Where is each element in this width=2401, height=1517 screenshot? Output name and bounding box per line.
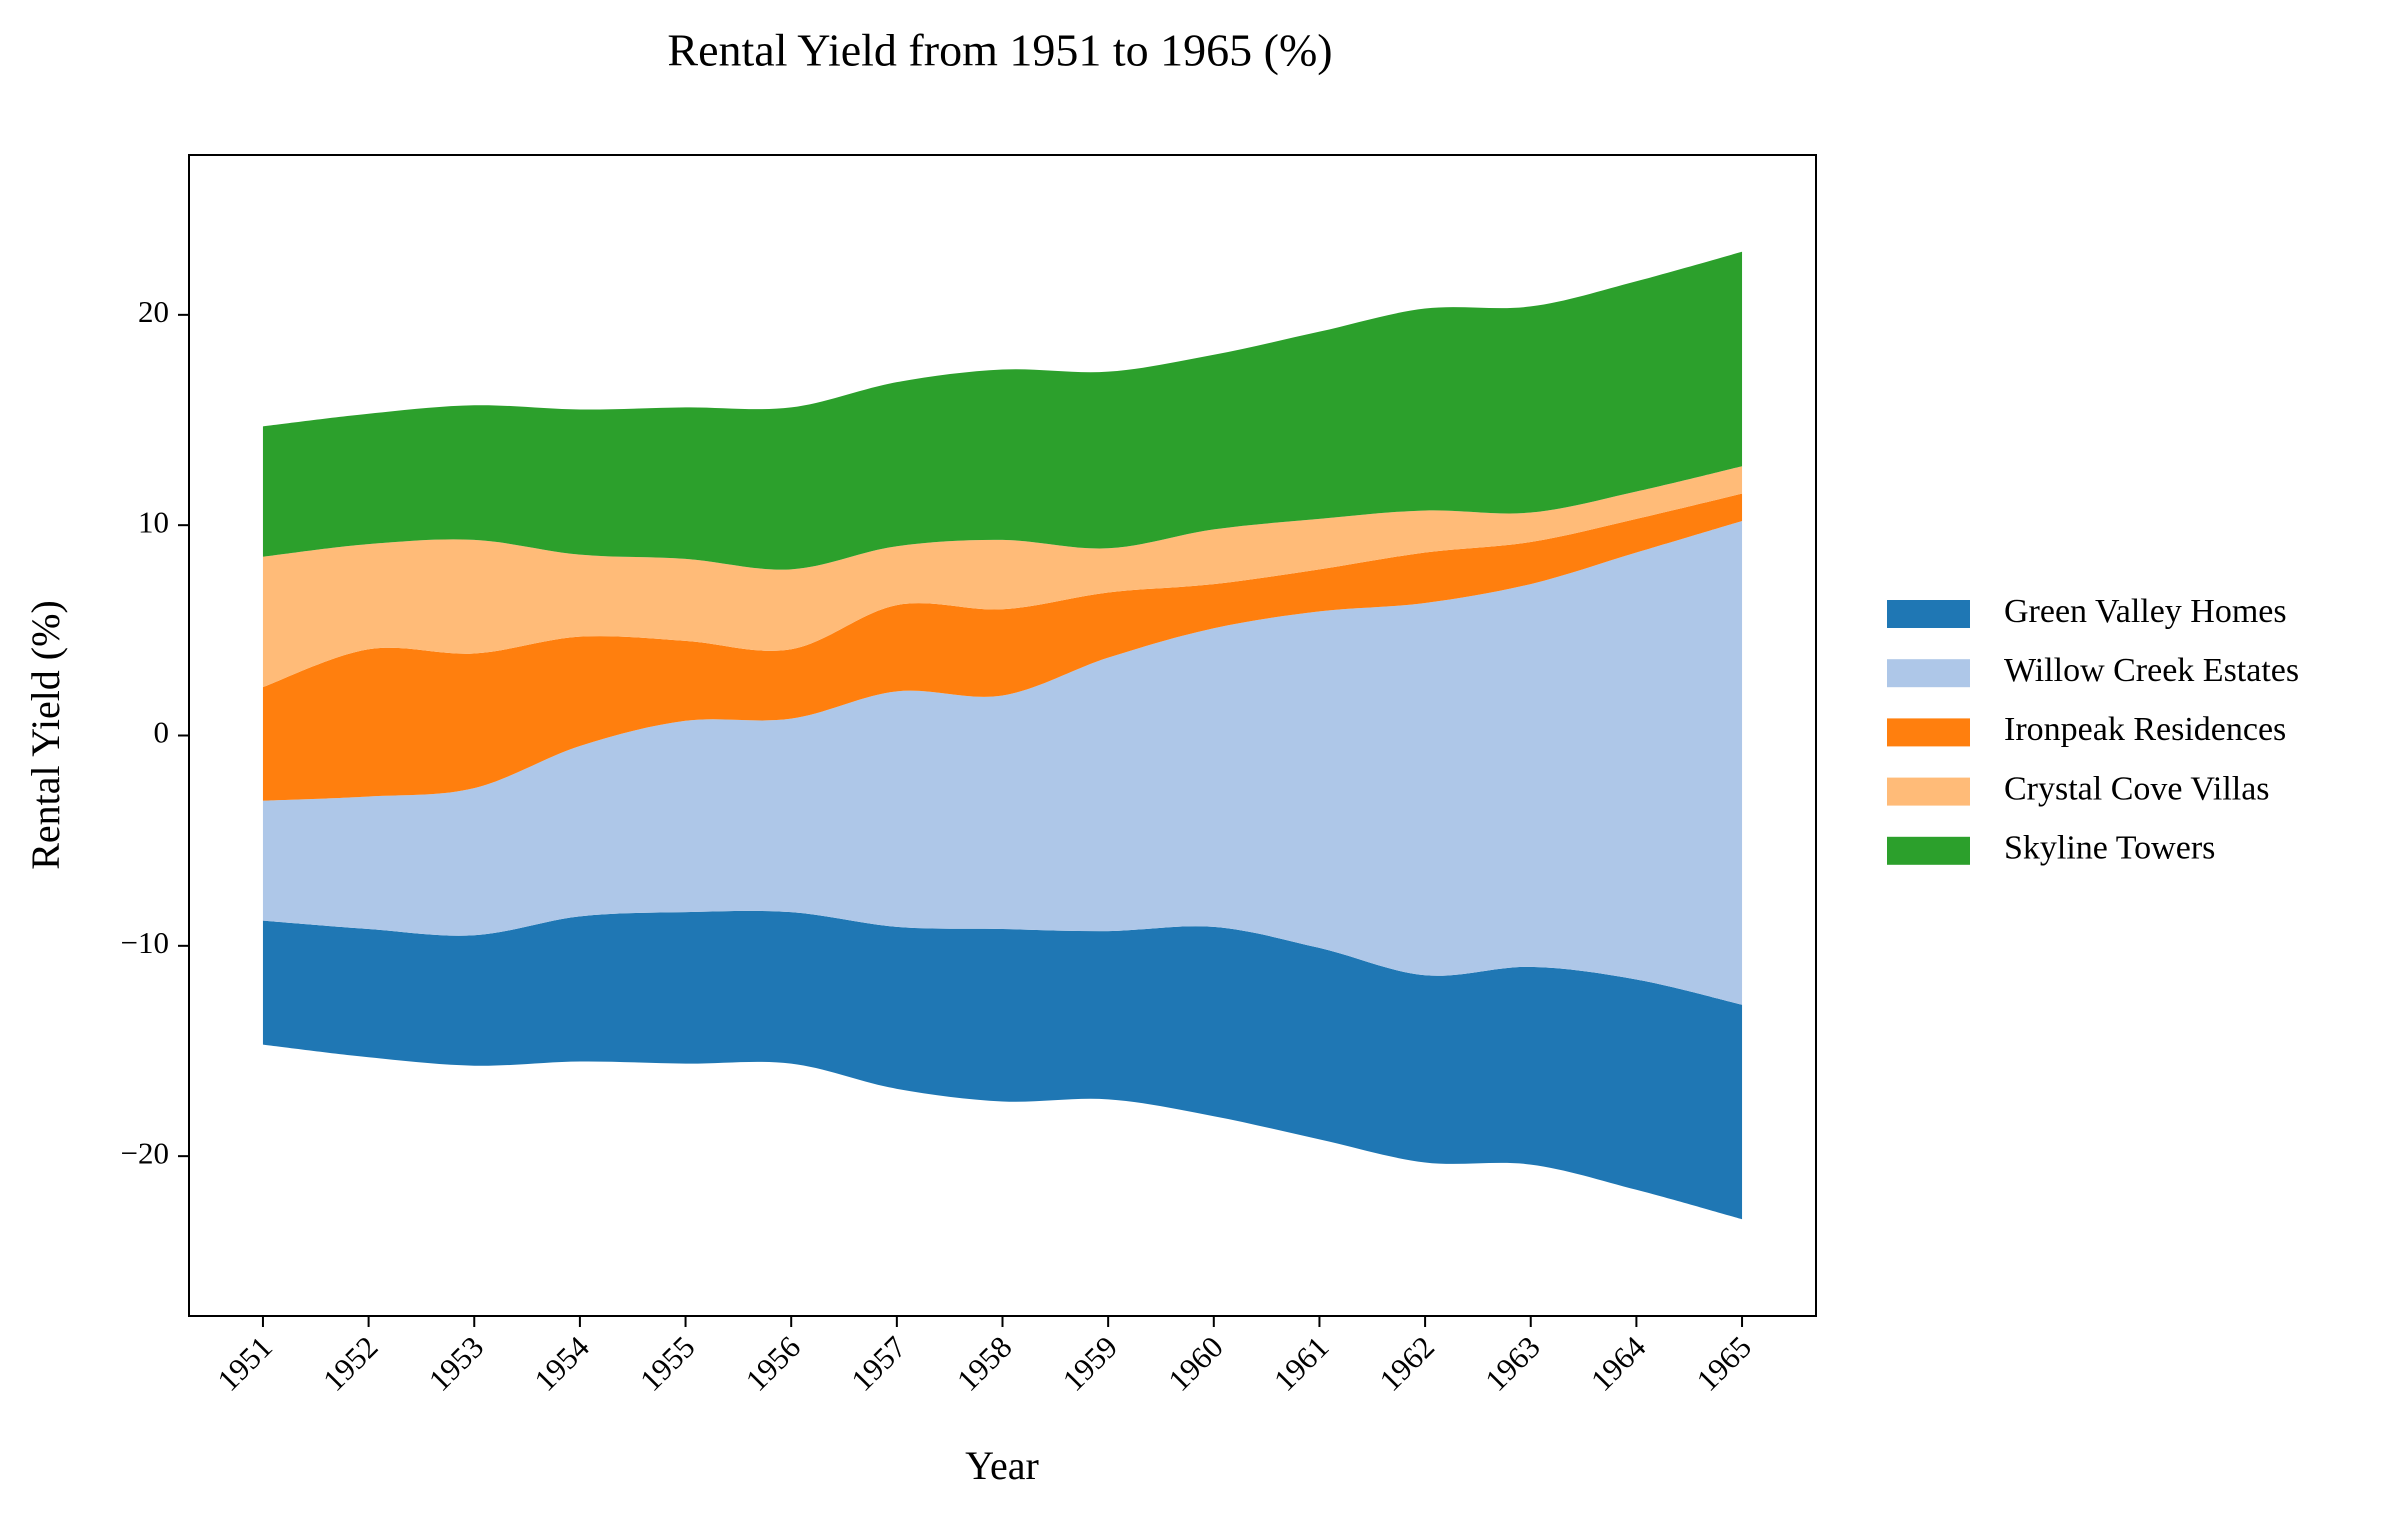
- x-tick-label: 1960: [1161, 1329, 1230, 1398]
- x-tick-label: 1962: [1372, 1329, 1441, 1398]
- stream-area: [262, 466, 1743, 688]
- x-tick-label: 1956: [739, 1329, 808, 1398]
- x-tick-label: 1952: [316, 1329, 385, 1398]
- x-axis-label: Year: [965, 1443, 1039, 1488]
- legend-label: Crystal Cove Villas: [2004, 770, 2270, 807]
- y-tick-label: 10: [138, 504, 169, 539]
- stream-area: [262, 493, 1743, 801]
- legend-label: Green Valley Homes: [2004, 593, 2287, 630]
- x-tick-label: 1951: [210, 1329, 279, 1398]
- legend-swatch: [1887, 600, 1970, 628]
- y-tick-label: −10: [121, 925, 169, 960]
- x-tick-label: 1963: [1478, 1329, 1547, 1398]
- x-tick-label: 1959: [1056, 1329, 1125, 1398]
- x-tick-label: 1953: [422, 1329, 491, 1398]
- y-tick-label: 20: [138, 294, 169, 329]
- legend-swatch: [1887, 836, 1970, 865]
- legend-swatch: [1887, 718, 1970, 747]
- chart-title: Rental Yield from 1951 to 1965 (%): [667, 25, 1332, 76]
- x-tick-label: 1965: [1689, 1329, 1758, 1398]
- legend-label: Willow Creek Estates: [2004, 652, 2299, 689]
- stream-area: [262, 910, 1743, 1220]
- legend-label: Ironpeak Residences: [2004, 711, 2286, 748]
- x-tick-label: 1961: [1267, 1329, 1336, 1398]
- y-axis-label: Rental Yield (%): [23, 600, 68, 870]
- x-tick-label: 1964: [1584, 1329, 1653, 1398]
- x-tick-label: 1955: [633, 1329, 702, 1398]
- stream-area: [262, 251, 1743, 570]
- x-tick-label: 1958: [950, 1329, 1019, 1398]
- x-tick-label: 1954: [527, 1329, 596, 1398]
- legend-swatch: [1887, 777, 1970, 806]
- legend-label: Skyline Towers: [2004, 830, 2215, 867]
- y-tick-label: −20: [121, 1135, 169, 1170]
- legend-swatch: [1887, 659, 1970, 688]
- y-tick-label: 0: [154, 715, 170, 750]
- x-tick-label: 1957: [844, 1329, 913, 1398]
- stream-area: [262, 520, 1743, 1005]
